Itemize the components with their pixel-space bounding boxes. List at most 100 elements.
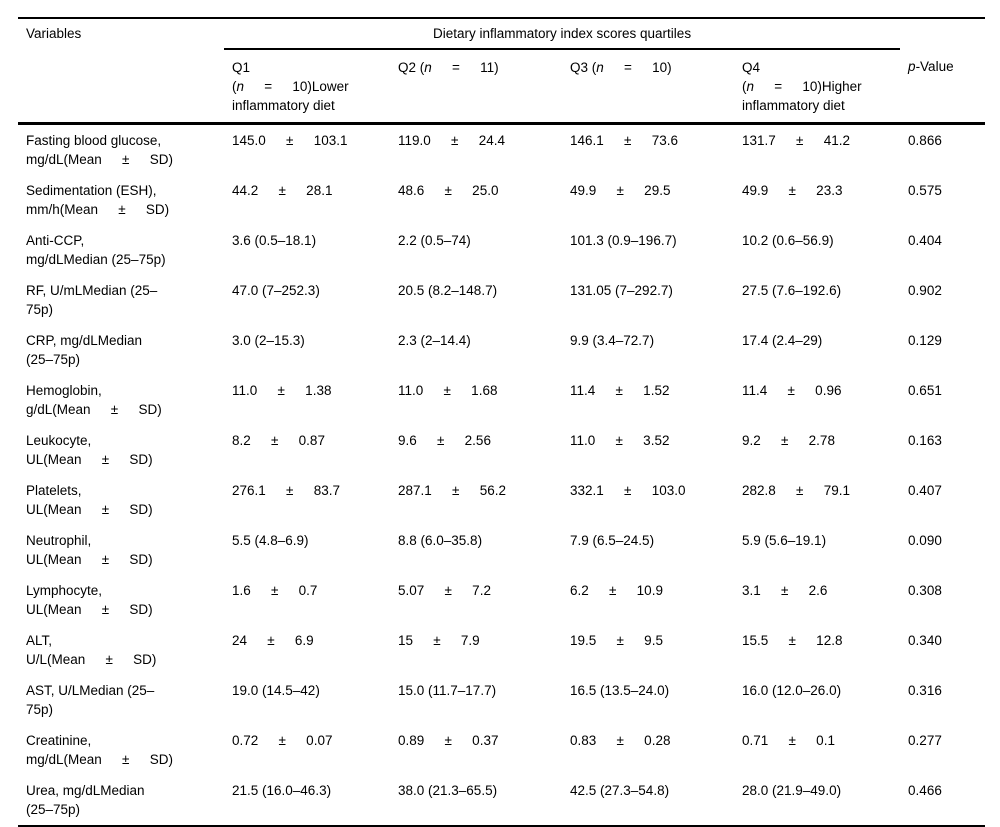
q2-value-cell: 15 ± 7.9 xyxy=(398,633,480,648)
p-value-cell: 0.090 xyxy=(908,533,942,548)
q3-value-cell: 146.1 ± 73.6 xyxy=(570,133,678,148)
p-value-cell: 0.308 xyxy=(908,583,942,598)
row-variable-label: Leukocyte, UL(Mean ± SD) xyxy=(26,433,153,467)
p-value-cell: 0.466 xyxy=(908,783,942,798)
row-variable-label: Anti-CCP, mg/dLMedian (25–75p) xyxy=(26,233,166,267)
table-row-alt: ALT, U/L(Mean ± SD) 24 ± 6.9 15 ± 7.9 19… xyxy=(18,625,985,675)
q2-value-cell: 15.0 (11.7–17.7) xyxy=(398,683,497,698)
q4-value-cell: 3.1 ± 2.6 xyxy=(742,583,828,598)
q3-value-cell: 49.9 ± 29.5 xyxy=(570,183,671,198)
column-header-p-value: p-Value xyxy=(900,49,986,125)
table-row-leukocyte: Leukocyte, UL(Mean ± SD) 8.2 ± 0.87 9.6 … xyxy=(18,425,985,475)
q2-value-cell: 8.8 (6.0–35.8) xyxy=(398,533,483,548)
q3-value-cell: 0.83 ± 0.28 xyxy=(570,733,671,748)
q3-value-cell: 6.2 ± 10.9 xyxy=(570,583,663,598)
p-value-cell: 0.651 xyxy=(908,383,942,398)
p-value-cell: 0.575 xyxy=(908,183,942,198)
q2-value-cell: 2.3 (2–14.4) xyxy=(398,333,471,348)
row-variable-label: CRP, mg/dLMedian (25–75p) xyxy=(26,333,143,367)
q4-value-cell: 11.4 ± 0.96 xyxy=(742,383,842,398)
table-row-hemoglobin: Hemoglobin, g/dL(Mean ± SD) 11.0 ± 1.38 … xyxy=(18,375,985,425)
p-value-cell: 0.340 xyxy=(908,633,942,648)
q1-value-cell: 47.0 (7–252.3) xyxy=(232,283,320,298)
q4-value-cell: 131.7 ± 41.2 xyxy=(742,133,850,148)
q3-value-cell: 11.4 ± 1.52 xyxy=(570,383,670,398)
column-header-q1: Q1 (n = 10)Lower inflammatory diet xyxy=(224,49,390,125)
table-row-lymphocyte: Lymphocyte, UL(Mean ± SD) 1.6 ± 0.7 5.07… xyxy=(18,575,985,625)
q1-value-cell: 1.6 ± 0.7 xyxy=(232,583,318,598)
row-variable-label: Urea, mg/dLMedian (25–75p) xyxy=(26,783,145,817)
q2-value-cell: 119.0 ± 24.4 xyxy=(398,133,505,148)
q2-value-cell: 0.89 ± 0.37 xyxy=(398,733,499,748)
table-row-crp: CRP, mg/dLMedian (25–75p) 3.0 (2–15.3) 2… xyxy=(18,325,985,375)
q2-value-cell: 38.0 (21.3–65.5) xyxy=(398,783,498,798)
q1-value-cell: 5.5 (4.8–6.9) xyxy=(232,533,309,548)
q3-value-cell: 42.5 (27.3–54.8) xyxy=(570,783,670,798)
q4-value-cell: 282.8 ± 79.1 xyxy=(742,483,850,498)
q1-value-cell: 0.72 ± 0.07 xyxy=(232,733,333,748)
q4-value-cell: 27.5 (7.6–192.6) xyxy=(742,283,842,298)
column-header-q3: Q3 (n = 10) xyxy=(562,49,734,125)
q3-value-cell: 19.5 ± 9.5 xyxy=(570,633,663,648)
q1-value-cell: 24 ± 6.9 xyxy=(232,633,314,648)
q4-value-cell: 0.71 ± 0.1 xyxy=(742,733,835,748)
row-variable-label: Fasting blood glucose, mg/dL(Mean ± SD) xyxy=(26,133,173,167)
q3-value-cell: 11.0 ± 3.52 xyxy=(570,433,670,448)
row-variable-label: Sedimentation (ESH), mm/h(Mean ± SD) xyxy=(26,183,170,217)
q1-value-cell: 8.2 ± 0.87 xyxy=(232,433,325,448)
q3-value-cell: 7.9 (6.5–24.5) xyxy=(570,533,655,548)
q3-value-cell: 332.1 ± 103.0 xyxy=(570,483,686,498)
q2-value-cell: 9.6 ± 2.56 xyxy=(398,433,491,448)
table-row-anti-ccp: Anti-CCP, mg/dLMedian (25–75p) 3.6 (0.5–… xyxy=(18,225,985,275)
p-value-cell: 0.404 xyxy=(908,233,942,248)
q2-value-cell: 48.6 ± 25.0 xyxy=(398,183,499,198)
q3-value-cell: 9.9 (3.4–72.7) xyxy=(570,333,655,348)
p-value-cell: 0.407 xyxy=(908,483,942,498)
q4-value-cell: 49.9 ± 23.3 xyxy=(742,183,843,198)
row-variable-label: ALT, U/L(Mean ± SD) xyxy=(26,633,157,667)
q4-value-cell: 17.4 (2.4–29) xyxy=(742,333,823,348)
q2-value-cell: 11.0 ± 1.68 xyxy=(398,383,498,398)
q2-value-cell: 287.1 ± 56.2 xyxy=(398,483,506,498)
q4-value-cell: 16.0 (12.0–26.0) xyxy=(742,683,842,698)
p-value-cell: 0.866 xyxy=(908,133,942,148)
q1-value-cell: 44.2 ± 28.1 xyxy=(232,183,333,198)
q3-value-cell: 101.3 (0.9–196.7) xyxy=(570,233,677,248)
row-variable-label: Creatinine, mg/dL(Mean ± SD) xyxy=(26,733,173,767)
table-row-fasting-blood-glucose: Fasting blood glucose, mg/dL(Mean ± SD) … xyxy=(18,124,985,176)
q4-value-cell: 9.2 ± 2.78 xyxy=(742,433,835,448)
row-variable-label: AST, U/LMedian (25– 75p) xyxy=(26,683,155,717)
table-row-creatinine: Creatinine, mg/dL(Mean ± SD) 0.72 ± 0.07… xyxy=(18,725,985,775)
q2-value-cell: 5.07 ± 7.2 xyxy=(398,583,491,598)
table-row-platelets: Platelets, UL(Mean ± SD) 276.1 ± 83.7 28… xyxy=(18,475,985,525)
table-row-urea: Urea, mg/dLMedian (25–75p) 21.5 (16.0–46… xyxy=(18,775,985,826)
q4-value-cell: 28.0 (21.9–49.0) xyxy=(742,783,842,798)
q3-value-cell: 16.5 (13.5–24.0) xyxy=(570,683,670,698)
dii-quartiles-lab-table: Variables Dietary inflammatory index sco… xyxy=(18,17,986,827)
q4-value-cell: 15.5 ± 12.8 xyxy=(742,633,843,648)
row-variable-label: Platelets, UL(Mean ± SD) xyxy=(26,483,153,517)
q1-value-cell: 19.0 (14.5–42) xyxy=(232,683,320,698)
q1-value-cell: 276.1 ± 83.7 xyxy=(232,483,340,498)
column-header-q2: Q2 (n = 11) xyxy=(390,49,562,125)
q4-value-cell: 5.9 (5.6–19.1) xyxy=(742,533,827,548)
table-row-ast: AST, U/LMedian (25– 75p) 19.0 (14.5–42) … xyxy=(18,675,985,725)
table-row-rf: RF, U/mLMedian (25– 75p) 47.0 (7–252.3) … xyxy=(18,275,985,325)
table-row-sedimentation: Sedimentation (ESH), mm/h(Mean ± SD) 44.… xyxy=(18,175,985,225)
p-value-cell: 0.902 xyxy=(908,283,942,298)
column-group-header-dii-quartiles: Dietary inflammatory index scores quarti… xyxy=(224,18,901,50)
q4-value-cell: 10.2 (0.6–56.9) xyxy=(742,233,834,248)
column-header-q4: Q4 (n = 10)Higher inflammatory diet xyxy=(734,49,901,125)
row-variable-label: Hemoglobin, g/dL(Mean ± SD) xyxy=(26,383,162,417)
q1-value-cell: 145.0 ± 103.1 xyxy=(232,133,348,148)
q1-value-cell: 3.0 (2–15.3) xyxy=(232,333,305,348)
q1-value-cell: 21.5 (16.0–46.3) xyxy=(232,783,332,798)
p-value-cell: 0.277 xyxy=(908,733,942,748)
q1-value-cell: 11.0 ± 1.38 xyxy=(232,383,332,398)
row-variable-label: RF, U/mLMedian (25– 75p) xyxy=(26,283,158,317)
q3-value-cell: 131.05 (7–292.7) xyxy=(570,283,673,298)
column-header-variables: Variables xyxy=(18,18,224,125)
header-spacer-cell xyxy=(900,18,985,49)
q2-value-cell: 20.5 (8.2–148.7) xyxy=(398,283,498,298)
